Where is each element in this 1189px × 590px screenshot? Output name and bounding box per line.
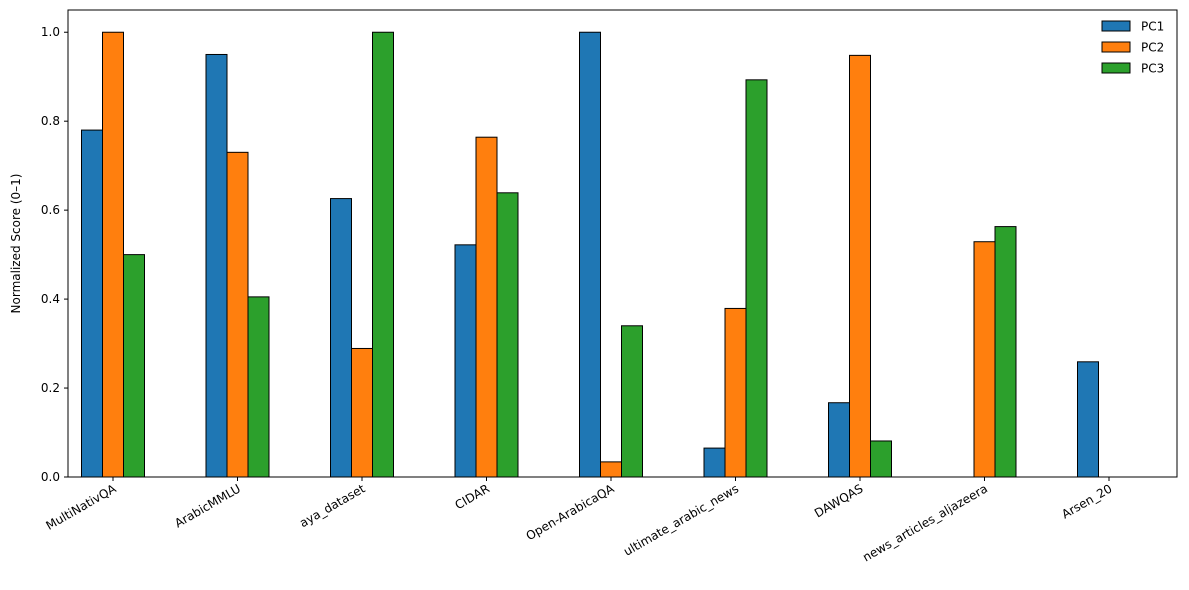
x-axis: MultiNativQA ArabicMMLU aya_dataset CIDAR Op…: [44, 477, 1115, 564]
bar-pc2-news-articles-aljazeera: [973, 241, 996, 478]
y-axis: 0.0 0.2 0.4 0.6 0.8 1.0: [41, 25, 68, 484]
y-tick-label: 0.8: [41, 114, 60, 128]
x-tick-label: MultiNativQA: [44, 481, 120, 533]
bar-pc3-dawqas: [870, 440, 892, 478]
bar-pc2-aya-dataset: [351, 347, 373, 478]
legend-swatch-pc2: [1101, 41, 1131, 53]
bar-pc1-multinativqa: [81, 129, 103, 478]
bar-pc1-aya-dataset: [330, 198, 352, 478]
bar-pc2-cidar: [475, 136, 498, 478]
x-tick-label: news_articles_aljazeera: [860, 481, 990, 564]
legend: PC1 PC2 PC3: [1101, 20, 1164, 76]
legend-label-pc3: PC3: [1141, 62, 1164, 76]
bar-pc2-dawqas: [849, 54, 871, 478]
y-axis-label: Normalized Score (0–1): [9, 174, 23, 314]
bar-pc3-cidar: [496, 192, 519, 478]
bar-pc3-news-articles-aljazeera: [994, 226, 1017, 478]
x-tick-label: DAWQAS: [812, 481, 866, 520]
bar-pc1-dawqas: [828, 402, 850, 478]
y-tick-label: 1.0: [41, 25, 60, 39]
y-tick-label: 0.2: [41, 381, 60, 395]
x-tick-label: CIDAR: [453, 481, 492, 512]
bars-group: [81, 31, 1099, 478]
bar-pc3-aya-dataset: [372, 31, 394, 478]
y-tick-label: 0.4: [41, 292, 60, 306]
legend-swatch-pc1: [1101, 20, 1131, 32]
legend-swatch-pc3: [1101, 62, 1131, 74]
bar-pc1-arsen-20: [1077, 361, 1099, 478]
legend-label-pc1: PC1: [1141, 20, 1164, 34]
bar-pc2-arabicmmlu: [226, 151, 249, 478]
x-tick-label: ArabicMMLU: [172, 481, 243, 530]
bar-pc2-multinativqa: [102, 31, 124, 478]
y-tick-label: 0.6: [41, 203, 60, 217]
bar-pc3-open-arabicaqa: [621, 325, 643, 478]
x-tick-label: Open-ArabicaQA: [524, 481, 618, 543]
bar-pc1-ultimate-arabic-news: [703, 447, 726, 478]
x-tick-label: Arsen_20: [1059, 481, 1114, 521]
legend-label-pc2: PC2: [1141, 41, 1164, 55]
bar-pc3-arabicmmlu: [247, 296, 270, 478]
x-tick-label: ultimate_arabic_news: [621, 481, 741, 558]
x-tick-label: aya_dataset: [297, 481, 368, 530]
bar-pc1-open-arabicaqa: [579, 31, 601, 478]
bar-pc3-ultimate-arabic-news: [745, 79, 768, 478]
y-tick-label: 0.0: [41, 470, 60, 484]
bar-pc3-multinativqa: [123, 254, 145, 478]
bar-pc1-cidar: [454, 244, 477, 478]
bar-pc2-ultimate-arabic-news: [724, 307, 747, 478]
bar-pc1-arabicmmlu: [205, 53, 228, 478]
plot-frame: [67, 9, 1178, 478]
bar-pc2-open-arabicaqa: [600, 461, 622, 478]
